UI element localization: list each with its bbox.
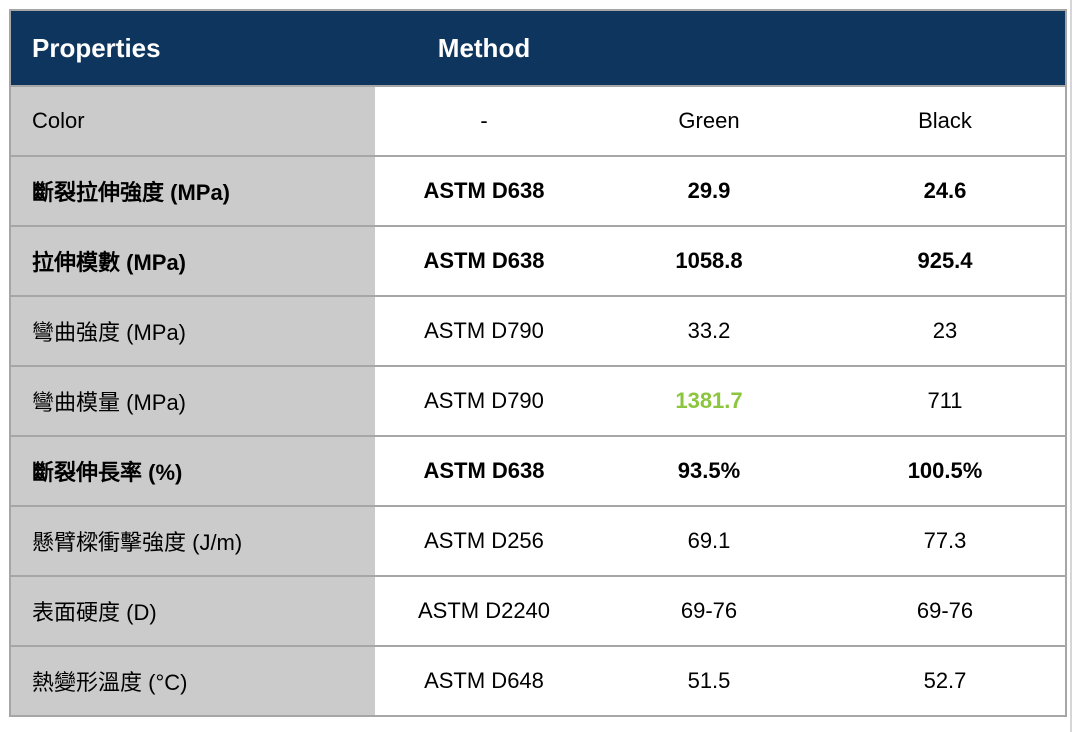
method-cell: ASTM D648 xyxy=(375,646,593,716)
table-header-row: Properties Method xyxy=(10,10,1066,86)
property-cell: 熱變形溫度 (°C) xyxy=(10,646,375,716)
method-cell: ASTM D256 xyxy=(375,506,593,576)
property-cell: 拉伸模數 (MPa) xyxy=(10,226,375,296)
green-value-cell: 33.2 xyxy=(593,296,825,366)
black-value-cell: 23 xyxy=(825,296,1066,366)
green-value-cell: Green xyxy=(593,86,825,156)
black-value-cell: 925.4 xyxy=(825,226,1066,296)
page-edge-divider xyxy=(1070,0,1072,732)
header-spacer-black xyxy=(825,10,1066,86)
black-value-cell: 24.6 xyxy=(825,156,1066,226)
property-cell: 彎曲強度 (MPa) xyxy=(10,296,375,366)
properties-table: Properties Method Color - Green Black 斷裂… xyxy=(9,9,1067,717)
row-flexural-strength: 彎曲強度 (MPa) ASTM D790 33.2 23 xyxy=(10,296,1066,366)
method-cell: ASTM D790 xyxy=(375,296,593,366)
method-cell: ASTM D638 xyxy=(375,156,593,226)
property-cell: 彎曲模量 (MPa) xyxy=(10,366,375,436)
row-heat-deflection-temperature: 熱變形溫度 (°C) ASTM D648 51.5 52.7 xyxy=(10,646,1066,716)
row-elongation-at-break: 斷裂伸長率 (%) ASTM D638 93.5% 100.5% xyxy=(10,436,1066,506)
black-value-cell: 77.3 xyxy=(825,506,1066,576)
black-value-cell: 100.5% xyxy=(825,436,1066,506)
property-cell: 斷裂伸長率 (%) xyxy=(10,436,375,506)
black-value-cell: 711 xyxy=(825,366,1066,436)
row-tensile-modulus: 拉伸模數 (MPa) ASTM D638 1058.8 925.4 xyxy=(10,226,1066,296)
green-value-cell-highlighted: 1381.7 xyxy=(593,366,825,436)
method-cell: ASTM D638 xyxy=(375,436,593,506)
header-properties: Properties xyxy=(10,10,375,86)
green-value-cell: 51.5 xyxy=(593,646,825,716)
row-color: Color - Green Black xyxy=(10,86,1066,156)
row-izod-impact-strength: 懸臂樑衝擊強度 (J/m) ASTM D256 69.1 77.3 xyxy=(10,506,1066,576)
black-value-cell: 52.7 xyxy=(825,646,1066,716)
property-cell: 斷裂拉伸強度 (MPa) xyxy=(10,156,375,226)
black-value-cell: 69-76 xyxy=(825,576,1066,646)
row-surface-hardness: 表面硬度 (D) ASTM D2240 69-76 69-76 xyxy=(10,576,1066,646)
row-flexural-modulus: 彎曲模量 (MPa) ASTM D790 1381.7 711 xyxy=(10,366,1066,436)
row-tensile-strength: 斷裂拉伸強度 (MPa) ASTM D638 29.9 24.6 xyxy=(10,156,1066,226)
property-cell: Color xyxy=(10,86,375,156)
method-cell: ASTM D2240 xyxy=(375,576,593,646)
green-value-cell: 69.1 xyxy=(593,506,825,576)
method-cell: - xyxy=(375,86,593,156)
black-value-cell: Black xyxy=(825,86,1066,156)
green-value-cell: 93.5% xyxy=(593,436,825,506)
green-value-cell: 1058.8 xyxy=(593,226,825,296)
header-spacer-green xyxy=(593,10,825,86)
property-cell: 懸臂樑衝擊強度 (J/m) xyxy=(10,506,375,576)
green-value-cell: 69-76 xyxy=(593,576,825,646)
green-value-cell: 29.9 xyxy=(593,156,825,226)
method-cell: ASTM D790 xyxy=(375,366,593,436)
method-cell: ASTM D638 xyxy=(375,226,593,296)
header-method: Method xyxy=(375,10,593,86)
property-cell: 表面硬度 (D) xyxy=(10,576,375,646)
